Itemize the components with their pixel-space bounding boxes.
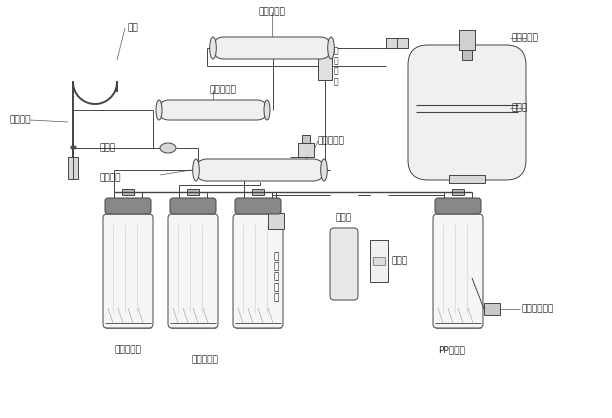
FancyBboxPatch shape	[105, 198, 151, 214]
Bar	[386, 38, 408, 48]
Text: 高
压
开
关: 高 压 开 关	[334, 46, 338, 86]
Bar	[187, 189, 199, 195]
Bar	[68, 157, 78, 179]
Bar	[298, 143, 314, 157]
Bar	[318, 52, 332, 80]
Ellipse shape	[193, 159, 200, 181]
Ellipse shape	[210, 37, 216, 59]
Text: 废水电磁阀: 废水电磁阀	[318, 137, 345, 145]
Bar	[484, 303, 500, 315]
FancyBboxPatch shape	[103, 214, 153, 328]
Ellipse shape	[264, 100, 270, 120]
Ellipse shape	[321, 159, 327, 181]
FancyBboxPatch shape	[435, 198, 481, 214]
Bar	[252, 189, 264, 195]
FancyBboxPatch shape	[169, 100, 257, 120]
FancyBboxPatch shape	[169, 100, 257, 120]
Text: 增压泵: 增压泵	[336, 214, 352, 222]
FancyBboxPatch shape	[170, 198, 216, 214]
Ellipse shape	[156, 100, 162, 120]
Text: 颗粒活性碳: 颗粒活性碳	[192, 355, 218, 364]
Text: 流量计: 流量计	[392, 257, 408, 265]
Text: 前置过滤接头: 前置过滤接头	[522, 304, 554, 314]
Bar	[207, 159, 313, 181]
Bar	[302, 135, 310, 143]
Text: 压力桶: 压力桶	[512, 104, 528, 112]
Bar	[449, 175, 485, 183]
Bar	[268, 213, 284, 229]
FancyBboxPatch shape	[235, 198, 281, 214]
Bar	[462, 50, 472, 60]
Text: 压力桶球阀: 压力桶球阀	[512, 33, 539, 43]
Text: 纯水龙头: 纯水龙头	[10, 115, 31, 125]
FancyBboxPatch shape	[159, 100, 267, 120]
Text: PP棉滤芯: PP棉滤芯	[439, 346, 466, 354]
FancyBboxPatch shape	[433, 214, 483, 328]
Text: 进
水
电
磁
阀: 进 水 电 磁 阀	[274, 252, 278, 303]
FancyBboxPatch shape	[224, 37, 320, 59]
FancyBboxPatch shape	[330, 228, 358, 300]
Bar	[370, 240, 388, 282]
Bar	[452, 189, 464, 195]
Ellipse shape	[160, 143, 176, 153]
Text: 后置抑菌膜: 后置抑菌膜	[209, 86, 236, 94]
FancyBboxPatch shape	[213, 37, 331, 59]
Text: 逆止阀: 逆止阀	[100, 143, 116, 153]
Bar	[122, 189, 134, 195]
Bar	[272, 205, 280, 213]
Text: 反渗透膜: 反渗透膜	[100, 173, 122, 183]
FancyBboxPatch shape	[408, 45, 526, 180]
FancyBboxPatch shape	[207, 159, 313, 181]
FancyBboxPatch shape	[207, 159, 313, 181]
Bar	[459, 30, 475, 50]
Bar	[224, 37, 320, 59]
Text: 纯水: 纯水	[127, 23, 138, 33]
Text: 后置活性碳: 后置活性碳	[258, 8, 285, 16]
FancyBboxPatch shape	[233, 214, 283, 328]
Bar	[169, 100, 257, 120]
Text: 压缩活性碳: 压缩活性碳	[114, 346, 141, 354]
Bar	[373, 257, 385, 265]
FancyBboxPatch shape	[168, 214, 218, 328]
FancyBboxPatch shape	[224, 37, 320, 59]
Ellipse shape	[327, 37, 334, 59]
FancyBboxPatch shape	[196, 159, 324, 181]
